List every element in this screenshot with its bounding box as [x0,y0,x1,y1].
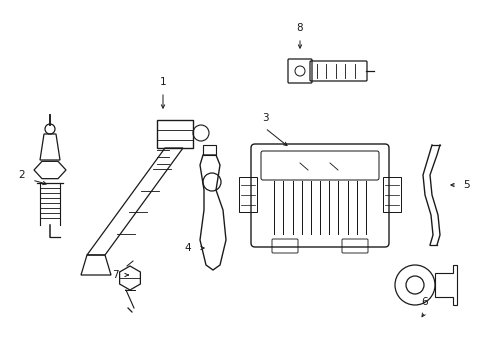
Text: 2: 2 [19,170,25,180]
Text: 8: 8 [296,23,303,33]
Bar [157,120,193,148]
Text: 1: 1 [160,77,166,87]
Bar [239,177,257,212]
Text: 3: 3 [261,113,268,123]
Bar [382,177,400,212]
Text: 6: 6 [421,297,427,307]
Text: 5: 5 [463,180,469,190]
Text: 4: 4 [184,243,191,253]
Text: 7: 7 [111,270,118,280]
